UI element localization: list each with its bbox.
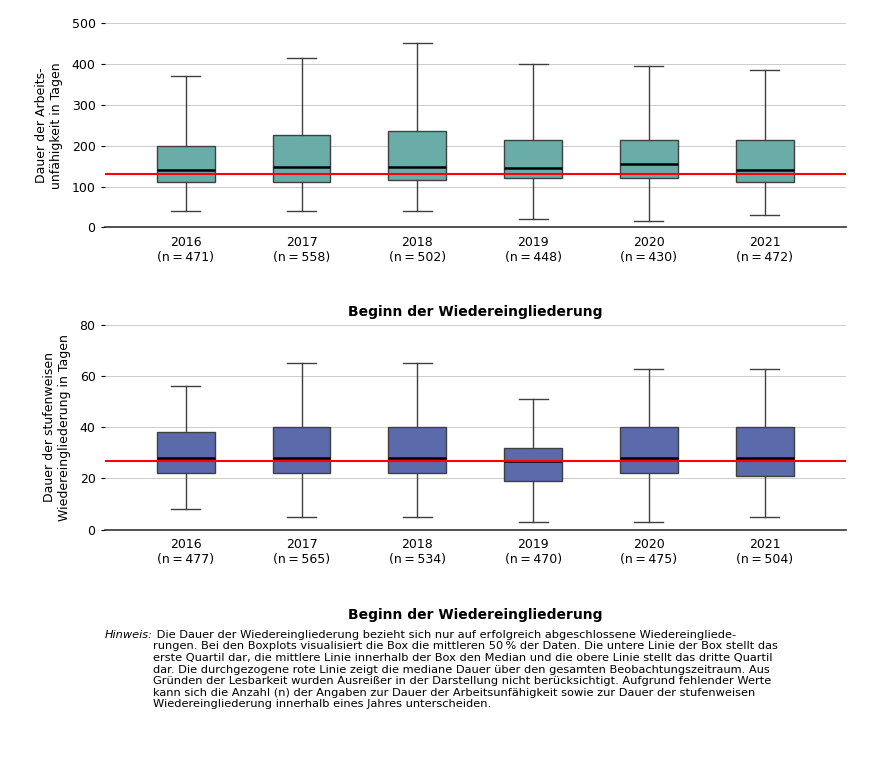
PathPatch shape <box>620 427 678 473</box>
PathPatch shape <box>157 433 215 473</box>
PathPatch shape <box>620 140 678 179</box>
PathPatch shape <box>157 146 215 183</box>
PathPatch shape <box>273 427 330 473</box>
PathPatch shape <box>736 140 794 183</box>
Y-axis label: Dauer der Arbeits-
unfähigkeit in Tagen: Dauer der Arbeits- unfähigkeit in Tagen <box>35 62 64 189</box>
X-axis label: Beginn der Wiedereingliederung: Beginn der Wiedereingliederung <box>348 305 603 319</box>
Y-axis label: Dauer der stufenweisen
Wiedereingliederung in Tagen: Dauer der stufenweisen Wiedereingliederu… <box>44 334 72 521</box>
PathPatch shape <box>388 131 446 180</box>
PathPatch shape <box>504 448 562 481</box>
PathPatch shape <box>388 427 446 473</box>
Text: Hinweis:: Hinweis: <box>105 630 153 640</box>
PathPatch shape <box>504 140 562 179</box>
Text: Die Dauer der Wiedereingliederung bezieht sich nur auf erfolgreich abgeschlossen: Die Dauer der Wiedereingliederung bezieh… <box>153 630 778 709</box>
PathPatch shape <box>273 136 330 183</box>
X-axis label: Beginn der Wiedereingliederung: Beginn der Wiedereingliederung <box>348 607 603 621</box>
PathPatch shape <box>736 427 794 476</box>
